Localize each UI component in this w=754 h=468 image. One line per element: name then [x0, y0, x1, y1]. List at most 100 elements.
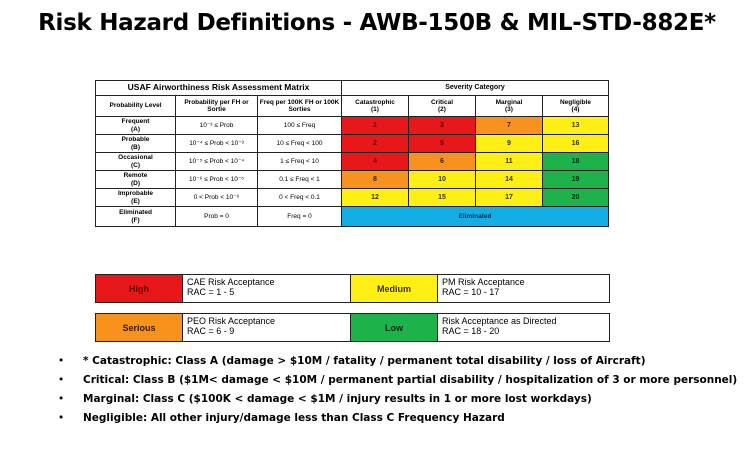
eliminated-band: Eliminated	[340, 206, 610, 227]
level-probable: Probable (B)	[95, 134, 176, 153]
matrix-row: Improbable (E) 0 < Prob < 10⁻⁶ 0 < Freq < 0…	[95, 188, 610, 207]
level-frequent: Frequent (A)	[95, 116, 176, 135]
severity-name: Negligible	[559, 98, 592, 106]
legend-swatch-medium: Medium	[351, 275, 438, 302]
bullet-item: Critical: Class B ($1M< damage < $10M / …	[58, 373, 748, 387]
legend-swatch-high: High	[96, 275, 183, 302]
severity-heading: Severity Category	[340, 80, 610, 96]
legend-swatch-serious: Serious	[96, 314, 183, 341]
level-code: (D)	[130, 179, 141, 187]
level-name: Occasional	[118, 154, 153, 161]
severity-code: (1)	[371, 106, 379, 113]
risk-cell: 1	[341, 116, 409, 135]
severity-name: Critical	[430, 98, 454, 106]
probability-range: 0 < Prob < 10⁻⁶	[175, 188, 258, 207]
legend-text-medium: PM Risk Acceptance RAC = 10 - 17	[438, 275, 609, 302]
severity-header-marginal: Marginal (3)	[475, 95, 543, 117]
bullet-item: * Catastrophic: Class A (damage > $10M /…	[58, 354, 748, 368]
severity-header-negligible: Negligible (4)	[541, 95, 610, 117]
legend-line: CAE Risk Acceptance	[187, 277, 275, 287]
severity-code: (2)	[438, 106, 446, 113]
legend-medium: Medium PM Risk Acceptance RAC = 10 - 17	[350, 274, 610, 303]
matrix-heading: USAF Airworthiness Risk Assessment Matri…	[95, 80, 342, 96]
definitions-list: * Catastrophic: Class A (damage > $10M /…	[58, 354, 748, 430]
level-code: (C)	[130, 161, 141, 169]
severity-name: Catastrophic	[355, 98, 395, 106]
risk-cell: 18	[541, 152, 610, 171]
risk-cell: 11	[475, 152, 543, 171]
risk-cell: 3	[408, 116, 476, 135]
risk-cell: 15	[408, 188, 476, 207]
probability-range: 10⁻³ ≤ Prob	[175, 116, 258, 135]
legend-line: RAC = 1 - 5	[187, 287, 235, 297]
risk-cell: 10	[408, 170, 476, 189]
legend-line: RAC = 6 - 9	[187, 326, 235, 336]
legend-line: PM Risk Acceptance	[442, 277, 525, 287]
bullet-item: Negligible: All other injury/damage less…	[58, 411, 748, 425]
risk-cell: 20	[541, 188, 610, 207]
frequency-eliminated: Freq = 0	[257, 206, 342, 227]
frequency-range: 1 ≤ Freq < 10	[257, 152, 342, 171]
probability-range: 10⁻⁴ ≤ Prob < 10⁻³	[175, 134, 258, 153]
risk-cell: 9	[475, 134, 543, 153]
risk-cell: 14	[475, 170, 543, 189]
level-code: (B)	[130, 143, 141, 151]
matrix-row: Remote (D) 10⁻⁶ ≤ Prob < 10⁻⁵ 0.1 ≤ Freq < …	[95, 170, 610, 189]
legend-line: RAC = 10 - 17	[442, 287, 500, 297]
page-title: Risk Hazard Definitions - AWB-150B & MIL…	[38, 10, 716, 36]
legend-line: RAC = 18 - 20	[442, 326, 500, 336]
risk-cell: 8	[341, 170, 409, 189]
level-name: Eliminated	[119, 209, 152, 216]
legend-text-high: CAE Risk Acceptance RAC = 1 - 5	[183, 275, 356, 302]
risk-cell: 19	[541, 170, 610, 189]
frequency-range: 100 ≤ Freq	[257, 116, 342, 135]
probability-range: 10⁻⁵ ≤ Prob < 10⁻⁴	[175, 152, 258, 171]
severity-header-catastrophic: Catastrophic (1)	[341, 95, 409, 117]
col-header-probability-level: Probability Level	[95, 95, 176, 117]
severity-header-critical: Critical (2)	[408, 95, 476, 117]
risk-assessment-matrix: USAF Airworthiness Risk Assessment Matri…	[95, 80, 610, 227]
level-code: (A)	[130, 125, 141, 133]
level-name: Remote	[123, 172, 148, 179]
matrix-row: Probable (B) 10⁻⁴ ≤ Prob < 10⁻³ 10 ≤ Freq <…	[95, 134, 610, 153]
risk-cell: 17	[475, 188, 543, 207]
legend-line: PEO Risk Acceptance	[187, 316, 276, 326]
frequency-range: 0.1 ≤ Freq < 1	[257, 170, 342, 189]
level-occasional: Occasional (C)	[95, 152, 176, 171]
level-code: (E)	[131, 197, 140, 205]
matrix-row: Frequent (A) 10⁻³ ≤ Prob 100 ≤ Freq 1 3 7 13	[95, 116, 610, 135]
legend-text-serious: PEO Risk Acceptance RAC = 6 - 9	[183, 314, 356, 341]
bullet-item: Marginal: Class C ($100K < damage < $1M …	[58, 392, 748, 406]
risk-cell: 2	[341, 134, 409, 153]
risk-cell: 7	[475, 116, 543, 135]
frequency-range: 0 < Freq < 0.1	[257, 188, 342, 207]
legend-line: Risk Acceptance as Directed	[442, 316, 557, 326]
risk-cell: 6	[408, 152, 476, 171]
legend-low: Low Risk Acceptance as Directed RAC = 18 …	[350, 313, 610, 342]
severity-code: (4)	[571, 106, 580, 113]
legend-high: High CAE Risk Acceptance RAC = 1 - 5	[95, 274, 357, 303]
frequency-range: 10 ≤ Freq < 100	[257, 134, 342, 153]
risk-cell: 12	[341, 188, 409, 207]
level-remote: Remote (D)	[95, 170, 176, 189]
legend-text-low: Risk Acceptance as Directed RAC = 18 - 20	[438, 314, 609, 341]
level-name: Probable	[121, 136, 150, 143]
level-name: Improbable	[117, 190, 154, 197]
col-header-probability: Probability per FH or Sortie	[175, 95, 258, 117]
risk-cell: 4	[341, 152, 409, 171]
legend-serious: Serious PEO Risk Acceptance RAC = 6 - 9	[95, 313, 357, 342]
level-eliminated: Eliminated (F)	[95, 206, 176, 227]
col-header-frequency: Freq per 100K FH or 100K Sorties	[257, 95, 342, 117]
level-name: Frequent	[121, 118, 150, 125]
matrix-row: Occasional (C) 10⁻⁵ ≤ Prob < 10⁻⁴ 1 ≤ Freq …	[95, 152, 610, 171]
risk-cell: 5	[408, 134, 476, 153]
level-code: (F)	[131, 216, 140, 224]
probability-eliminated: Prob = 0	[175, 206, 258, 227]
probability-range: 10⁻⁶ ≤ Prob < 10⁻⁵	[175, 170, 258, 189]
severity-name: Marginal	[495, 98, 523, 106]
severity-code: (3)	[505, 106, 513, 113]
level-improbable: Improbable (E)	[95, 188, 176, 207]
risk-cell: 13	[541, 116, 610, 135]
legend-swatch-low: Low	[351, 314, 438, 341]
risk-cell: 16	[541, 134, 610, 153]
